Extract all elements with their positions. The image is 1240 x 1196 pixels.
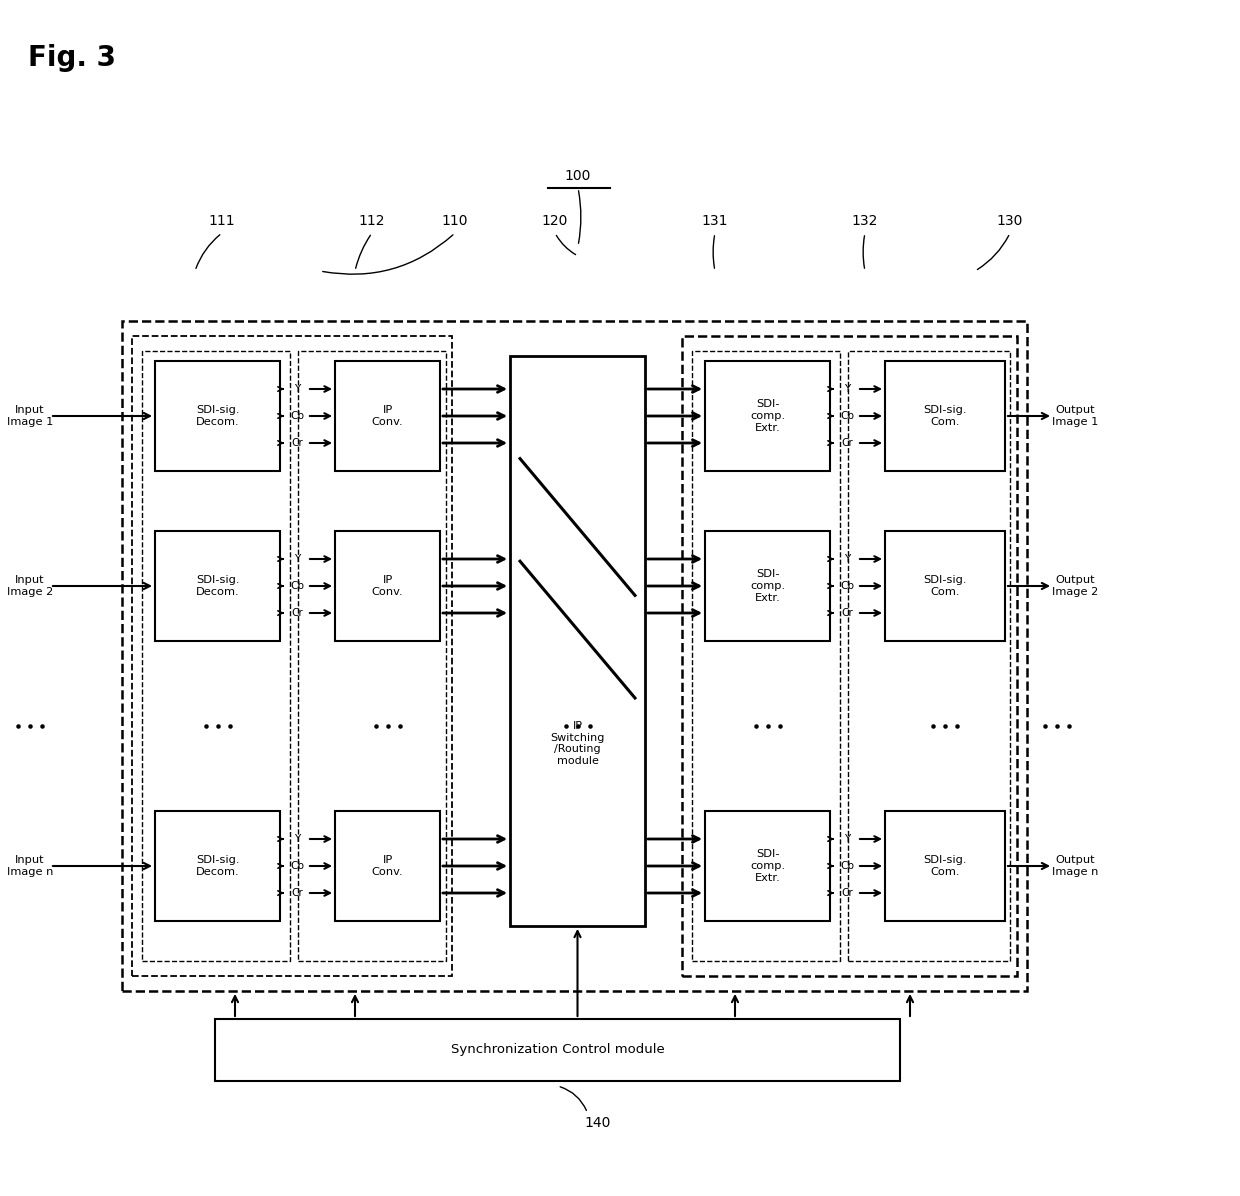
Bar: [510, 356, 645, 926]
Text: 130: 130: [997, 214, 1023, 228]
Text: Cb: Cb: [839, 411, 854, 421]
Text: 131: 131: [702, 214, 728, 228]
Text: SDI-sig.
Decom.: SDI-sig. Decom.: [196, 575, 239, 597]
Text: SDI-
comp.
Extr.: SDI- comp. Extr.: [750, 849, 785, 883]
Text: Input
Image 1: Input Image 1: [6, 405, 53, 427]
Text: Cr: Cr: [841, 887, 853, 898]
Text: Cb: Cb: [839, 861, 854, 871]
Text: 132: 132: [852, 214, 878, 228]
Text: Input
Image 2: Input Image 2: [7, 575, 53, 597]
Bar: [298, 350, 446, 962]
Text: SDI-
comp.
Extr.: SDI- comp. Extr.: [750, 569, 785, 603]
Text: Y: Y: [844, 554, 851, 565]
Bar: [706, 811, 830, 921]
Text: Cb: Cb: [290, 861, 304, 871]
Bar: [335, 531, 440, 641]
Text: Cr: Cr: [291, 438, 303, 448]
Text: IP
Conv.: IP Conv.: [372, 575, 403, 597]
Text: IP
Switching
/Routing
module: IP Switching /Routing module: [551, 721, 605, 765]
Text: Fig. 3: Fig. 3: [29, 44, 117, 72]
Text: Y: Y: [294, 554, 300, 565]
Text: 112: 112: [358, 214, 386, 228]
Bar: [885, 811, 1004, 921]
Text: SDI-
comp.
Extr.: SDI- comp. Extr.: [750, 399, 785, 433]
Text: 110: 110: [441, 214, 469, 228]
Text: IP
Conv.: IP Conv.: [372, 405, 403, 427]
Bar: [706, 361, 830, 471]
Bar: [335, 811, 440, 921]
Text: Synchronization Control module: Synchronization Control module: [450, 1043, 665, 1056]
Bar: [335, 361, 440, 471]
Text: Cr: Cr: [291, 608, 303, 618]
Text: 140: 140: [584, 1116, 610, 1130]
Bar: [885, 531, 1004, 641]
Text: Cb: Cb: [290, 411, 304, 421]
Text: Cr: Cr: [841, 608, 853, 618]
Bar: [885, 361, 1004, 471]
Text: Cb: Cb: [839, 581, 854, 591]
Text: 100: 100: [564, 169, 591, 183]
Text: IP
Conv.: IP Conv.: [372, 855, 403, 877]
Text: SDI-sig.
Decom.: SDI-sig. Decom.: [196, 405, 239, 427]
Text: Y: Y: [294, 384, 300, 393]
Text: Cr: Cr: [291, 887, 303, 898]
Text: Output
Image n: Output Image n: [1052, 855, 1099, 877]
Bar: [682, 336, 1017, 976]
Text: Cb: Cb: [290, 581, 304, 591]
Text: Y: Y: [294, 834, 300, 844]
Text: Output
Image 1: Output Image 1: [1052, 405, 1099, 427]
Bar: [143, 350, 290, 962]
Bar: [848, 350, 1011, 962]
Bar: [692, 350, 839, 962]
Text: Input
Image n: Input Image n: [6, 855, 53, 877]
Text: SDI-sig.
Decom.: SDI-sig. Decom.: [196, 855, 239, 877]
Bar: [706, 531, 830, 641]
Text: SDI-sig.
Com.: SDI-sig. Com.: [924, 405, 967, 427]
Text: Y: Y: [844, 834, 851, 844]
Bar: [155, 361, 280, 471]
Bar: [122, 321, 1027, 991]
Text: SDI-sig.
Com.: SDI-sig. Com.: [924, 575, 967, 597]
Text: 120: 120: [542, 214, 568, 228]
Text: SDI-sig.
Com.: SDI-sig. Com.: [924, 855, 967, 877]
Bar: [131, 336, 453, 976]
Text: Cr: Cr: [841, 438, 853, 448]
Bar: [155, 531, 280, 641]
Text: Output
Image 2: Output Image 2: [1052, 575, 1099, 597]
Bar: [155, 811, 280, 921]
Text: 111: 111: [208, 214, 236, 228]
Bar: [215, 1019, 900, 1081]
Text: Y: Y: [844, 384, 851, 393]
